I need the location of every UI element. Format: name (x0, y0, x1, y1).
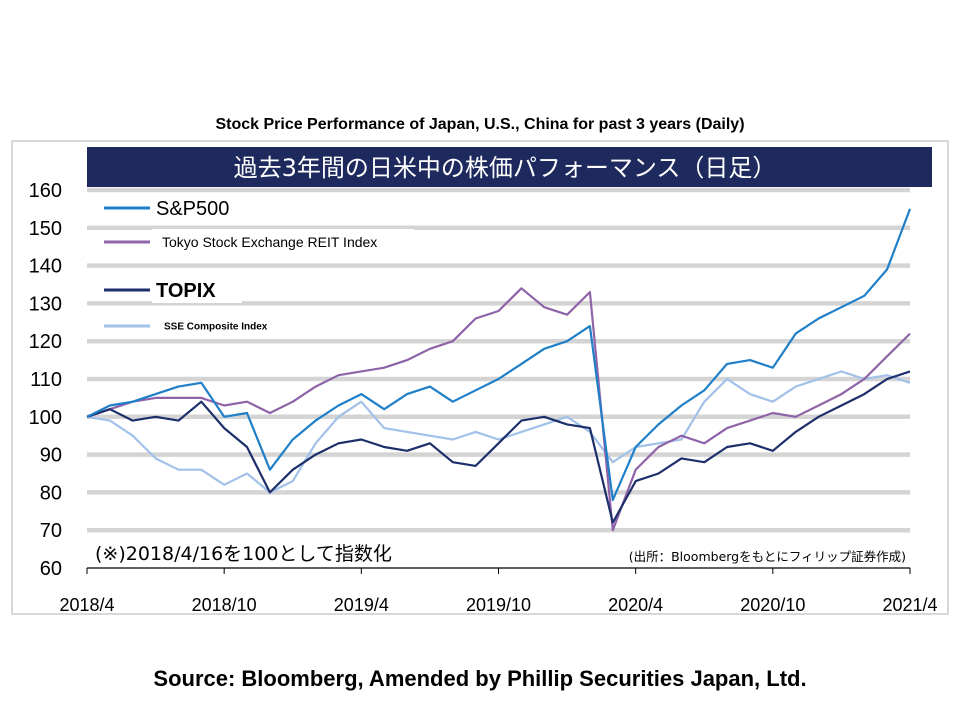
page-title: Stock Price Performance of Japan, U.S., … (215, 116, 745, 133)
legend-label: TOPIX (156, 280, 216, 302)
y-tick-label: 150 (29, 218, 62, 240)
y-tick-label: 120 (29, 331, 62, 353)
x-axis: 2018/4 2018/10 2019/4 2019/10 2020/4 2020/10 2… (59, 568, 938, 615)
note-box (90, 537, 510, 567)
legend-label-box (152, 313, 342, 339)
y-tick-label: 100 (29, 407, 62, 429)
legend-label-box (152, 277, 242, 303)
series-line (86, 370, 911, 494)
x-tick-label: 2020/10 (740, 595, 805, 615)
y-tick-label: 110 (30, 369, 62, 391)
x-tick-label: 2020/4 (608, 595, 663, 615)
legend: S&P500 Tokyo Stock Exchange REIT Index TOP… (104, 195, 414, 339)
x-tick-label: 2021/4 (882, 595, 937, 615)
series-line (86, 208, 912, 502)
x-tick-label: 2018/10 (192, 595, 257, 615)
x-tick-label: 2019/4 (334, 595, 389, 615)
y-tick-label: 130 (29, 293, 62, 315)
source-note: Source: Bloomberg, Amended by Phillip Se… (153, 666, 807, 691)
chart-title: 過去3年間の日米中の株価パフォーマンス（日足） (234, 154, 777, 182)
y-tick-label: 160 (29, 180, 62, 202)
x-tick-label: 2019/10 (466, 595, 531, 615)
series-line (86, 370, 911, 524)
data-credit: (出所：Bloombergをもとにフィリップ証券作成) (629, 549, 906, 564)
legend-label: S&P500 (156, 198, 229, 220)
series-line (86, 287, 911, 532)
chart-title-banner (87, 147, 932, 187)
x-tick-label: 2018/4 (59, 595, 114, 615)
y-tick-label: 90 (40, 445, 62, 467)
y-tick-label: 70 (40, 520, 62, 542)
legend-label: Tokyo Stock Exchange REIT Index (162, 234, 377, 250)
y-tick-label: 60 (40, 558, 62, 580)
series-lines (86, 208, 912, 532)
index-note: (※)2018/4/16を100として指数化 (95, 543, 392, 565)
y-tick-label: 140 (29, 256, 62, 278)
legend-label: SSE Composite Index (164, 322, 268, 333)
credit-box (618, 544, 908, 566)
legend-label-box (152, 195, 242, 221)
legend-label-box (152, 229, 414, 255)
y-tick-label: 80 (40, 482, 62, 504)
